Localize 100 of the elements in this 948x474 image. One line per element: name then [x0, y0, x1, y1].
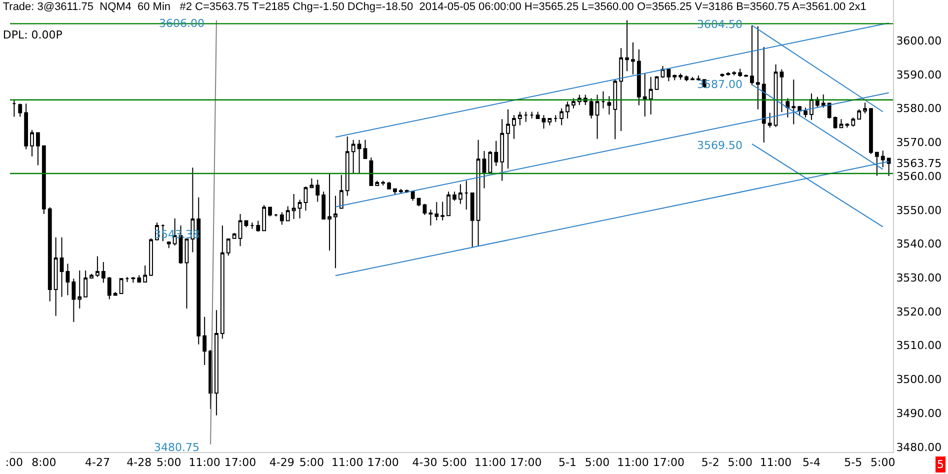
candlestick [220, 224, 224, 340]
candlestick [827, 102, 832, 119]
candlestick [636, 48, 641, 106]
candlestick [410, 190, 415, 202]
candlestick [518, 111, 522, 126]
candlestick [470, 192, 474, 248]
candlestick [48, 206, 52, 302]
candlestick [880, 150, 885, 168]
x-tick-label: 5-4 [802, 456, 820, 470]
x-tick-label: 17:00 [367, 456, 399, 470]
candlestick [786, 98, 790, 118]
candlestick [666, 68, 671, 82]
candlestick [387, 181, 391, 190]
candlestick [316, 179, 320, 202]
x-tick-label: 17:00 [224, 456, 256, 470]
chart-title: Trade: 3@3611.75 NQM4 60 Min #2 C=3563.75 T=2185 Chg=-1.50 DChg=-18.50 2014-05-05 06:00:00 H=3565.25 L=3560.00 O=3565.25 V=3186 B=3560.75 A=3561.00 2x1 [2, 1, 866, 14]
candlestick [345, 136, 350, 196]
y-tick-label: 3600.00 [896, 34, 942, 48]
candlestick [304, 186, 308, 212]
y-tick-label: 3520.00 [896, 305, 942, 318]
candlestick [328, 174, 332, 252]
candlestick [286, 206, 290, 222]
candlestick [149, 238, 153, 276]
y-tick-label: 3500.00 [896, 373, 942, 386]
candlestick [869, 108, 873, 155]
candlestick [690, 76, 694, 80]
candlestick [72, 278, 76, 322]
candlestick [78, 270, 82, 309]
y-tick-label: 3480.00 [896, 440, 942, 454]
candlestick [780, 68, 784, 113]
candlestick [857, 108, 862, 120]
x-tick-label: 11:00 [617, 456, 649, 470]
y-tick-label: 3550.00 [896, 204, 942, 217]
annotation: 3569.50 [697, 139, 742, 152]
candlestick [589, 98, 594, 119]
candlestick [12, 100, 16, 118]
candlestick [874, 152, 879, 176]
candlestick [566, 101, 570, 119]
candlestick [351, 139, 356, 175]
candlestick [607, 96, 612, 115]
candlestick [792, 79, 796, 125]
candlestick [30, 130, 34, 157]
annotation: 3480.75 [154, 441, 200, 454]
candlestick [464, 180, 468, 210]
candlestick [619, 48, 624, 132]
x-tick-label: 4-30 [412, 456, 438, 470]
candlestick [494, 140, 498, 166]
candlestick [851, 116, 856, 128]
x-tick-label: 5:00 [299, 456, 324, 470]
candlestick [512, 114, 516, 140]
candlestick [398, 188, 403, 194]
candlestick [137, 274, 142, 284]
candlestick [476, 139, 480, 247]
candlestick [613, 79, 618, 140]
x-tick-label: 4-29 [269, 456, 294, 470]
candlestick [625, 20, 629, 72]
candlestick [863, 102, 867, 114]
candlestick [631, 42, 635, 75]
candlestick [66, 263, 70, 296]
candlestick [357, 139, 362, 175]
y-tick-label: 3590.00 [896, 68, 942, 82]
candlestick [530, 111, 534, 119]
candlestick [536, 111, 540, 119]
candlestick [125, 276, 130, 283]
candlestick [684, 75, 688, 82]
candlestick [572, 98, 576, 109]
candlestick [393, 188, 397, 196]
candlestick [595, 94, 600, 140]
candlestick [202, 316, 207, 366]
candlestick [238, 213, 242, 247]
x-tick-label: 11:00 [332, 456, 364, 470]
x-tick-label: 11:00 [760, 456, 792, 470]
candlestick [84, 270, 88, 298]
text: DPL: 0.00P [2, 28, 63, 42]
candlestick [886, 158, 891, 177]
candlestick [143, 264, 148, 283]
candlestick [524, 111, 528, 122]
y-tick-label: 3540.00 [896, 238, 942, 251]
x-tick-label: 17:00 [652, 456, 685, 470]
candlestick [369, 156, 374, 186]
y-tick-label: 3563.75 [896, 157, 942, 170]
candlestick [101, 262, 106, 284]
candlestick [322, 191, 326, 220]
x-tick-label: 5:00 [870, 456, 896, 470]
candlestick [601, 90, 606, 109]
candlestick [334, 195, 338, 269]
candlestick [298, 199, 302, 219]
candlestick [226, 238, 230, 256]
candlestick [232, 232, 236, 239]
y-tick-label: 3510.00 [896, 339, 942, 352]
candlestick [482, 150, 486, 189]
x-tick-label: 5-5 [844, 456, 862, 470]
y-tick-label: 3530.00 [896, 271, 942, 284]
candlestick [166, 240, 171, 249]
candlestick [500, 118, 504, 182]
x-tick-label: 5-1 [558, 456, 577, 470]
candlestick [446, 191, 450, 216]
text: 5 [937, 458, 944, 471]
candlestick [274, 213, 278, 217]
candlestick [24, 103, 28, 150]
